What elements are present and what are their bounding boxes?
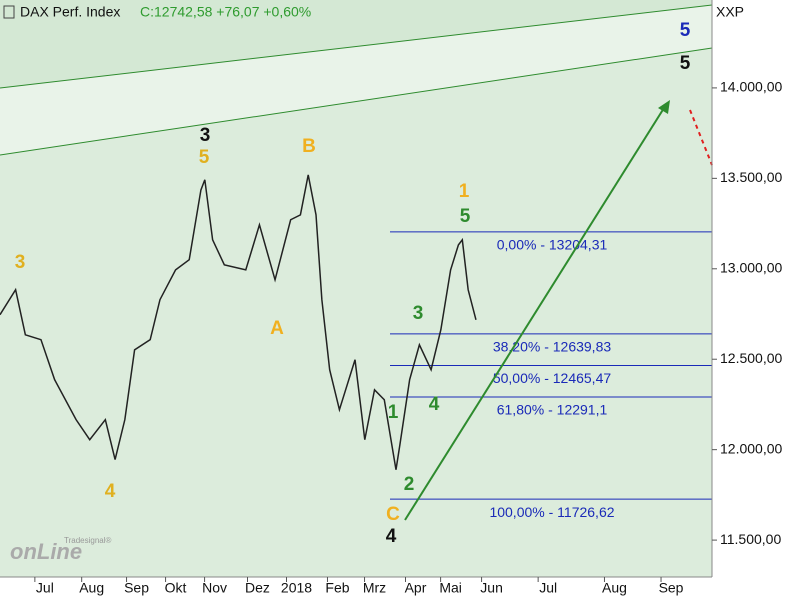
x-tick-label: Feb [325, 580, 349, 596]
channel-area [0, 5, 712, 155]
y-tick-label: 12.500,00 [720, 350, 782, 366]
chart-title: DAX Perf. Index [20, 4, 120, 20]
fib-label: 0,00% - 13204,31 [497, 237, 608, 253]
x-tick-label: 2018 [281, 580, 312, 596]
x-tick-label: Okt [165, 580, 187, 596]
wave-label: 1 [459, 181, 470, 202]
arrow [404, 107, 665, 521]
header-icon [3, 5, 15, 19]
x-tick-label: Sep [659, 580, 684, 596]
x-tick-label: Mai [439, 580, 462, 596]
fib-label: 100,00% - 11726,62 [489, 504, 614, 520]
watermark: Tradesignal® [64, 536, 112, 545]
x-tick-label: Nov [202, 580, 227, 596]
wave-label: B [302, 136, 316, 157]
wave-label: 2 [404, 474, 415, 495]
wave-labels: 3 5 3 B A 4 1 5 3 4 1 2 C 4 5 5 [15, 20, 691, 547]
chart-subtitle: C:12742,58 +76,07 +0,60% [140, 4, 311, 20]
x-tick-label: Dez [245, 580, 270, 596]
wave-label: A [270, 318, 284, 339]
x-tick-label: Jul [539, 580, 557, 596]
currency-label: XXP [716, 4, 744, 20]
projection [689, 109, 713, 166]
channel-upper-area [0, 0, 712, 88]
x-tick-label: Apr [405, 580, 427, 596]
wave-label: 4 [105, 481, 116, 502]
channel-line [0, 47, 713, 156]
x-tick-label: Mrz [363, 580, 386, 596]
x-tick-label: Aug [602, 580, 627, 596]
x-tick-label: Jul [36, 580, 54, 596]
wave-label: 1 [388, 402, 399, 423]
y-tick-label: 14.000,00 [720, 79, 782, 95]
wave-label: 3 [413, 303, 424, 324]
x-tick-label: Aug [79, 580, 104, 596]
wave-label: 4 [429, 394, 440, 415]
wave-label: 3 [15, 252, 26, 273]
wave-label: 5 [199, 147, 210, 168]
fib-label: 61,80% - 12291,1 [497, 402, 608, 418]
wave-label: C [386, 504, 400, 525]
fib-label: 50,00% - 12465,47 [493, 370, 612, 386]
fib-label: 38,20% - 12639,83 [493, 339, 612, 355]
channel-line [0, 4, 713, 89]
watermark: onLine [10, 539, 82, 564]
wave-label: 5 [680, 53, 691, 74]
y-tick-label: 13.000,00 [720, 259, 782, 275]
y-tick-label: 12.000,00 [720, 440, 782, 456]
y-tick-label: 11.500,00 [720, 531, 781, 547]
wave-label: 4 [386, 526, 397, 547]
x-tick-label: Jun [480, 580, 503, 596]
wave-label: 3 [200, 125, 211, 146]
wave-label: 5 [680, 20, 691, 41]
x-tick-label: Sep [124, 580, 149, 596]
price-line [0, 174, 477, 470]
wave-label: 5 [460, 206, 471, 227]
y-tick-label: 13.500,00 [720, 169, 782, 185]
arrow-head [658, 100, 670, 114]
